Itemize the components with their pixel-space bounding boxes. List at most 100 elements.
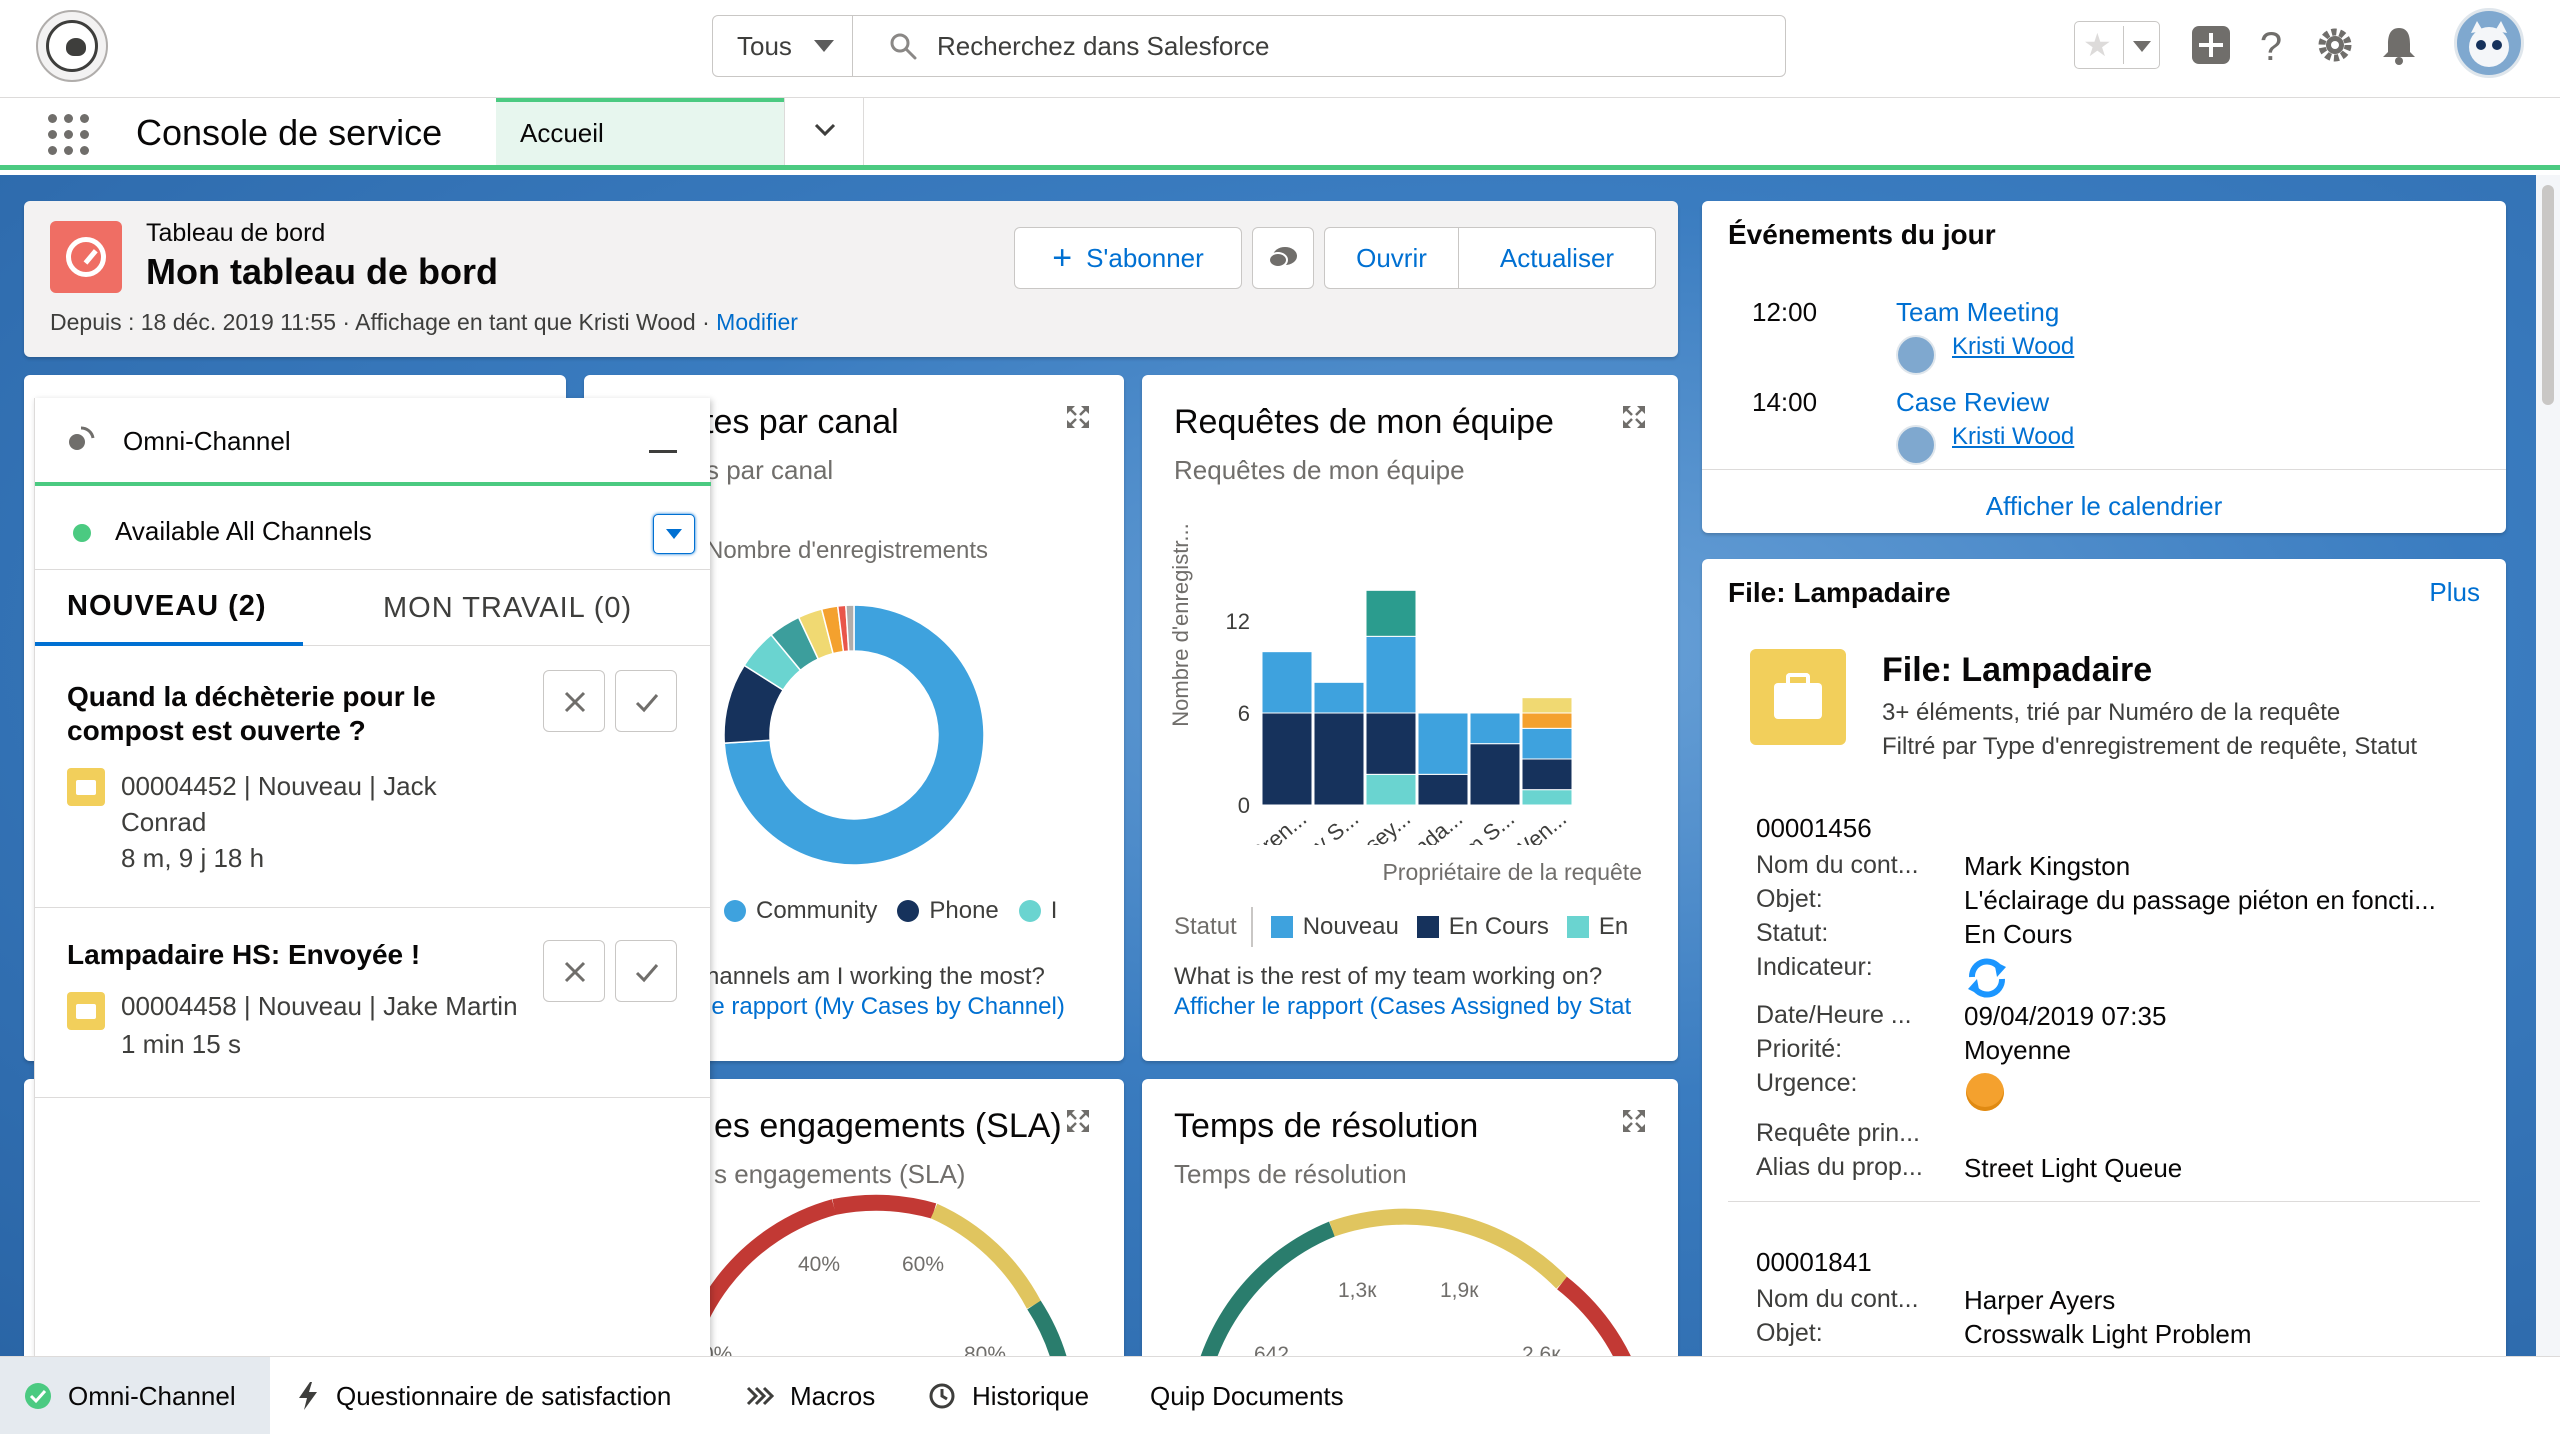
decline-button[interactable] <box>543 670 605 732</box>
event-owner-link[interactable]: Kristi Wood <box>1952 423 2075 450</box>
expand-icon[interactable] <box>1620 1107 1648 1135</box>
x-axis-label: Propriétaire de la requête <box>1382 859 1642 885</box>
expand-icon[interactable] <box>1620 403 1648 431</box>
widget-title: tes par canal <box>704 403 899 441</box>
widget-subtitle: Temps de résolution <box>1174 1159 1407 1189</box>
event-name-link[interactable]: Team Meeting <box>1896 297 2060 327</box>
record-field-label: Date/Heure ... <box>1756 1001 1912 1029</box>
page-scrollbar[interactable] <box>2536 175 2560 1356</box>
widget-title: Requêtes de mon équipe <box>1174 403 1554 441</box>
dashboard-title: Mon tableau de bord <box>146 251 499 292</box>
bar-segment[interactable] <box>1469 743 1521 806</box>
bar-segment[interactable] <box>1365 589 1417 637</box>
omni-channel-header: Omni-Channel <box>35 398 711 486</box>
tab-new[interactable]: NOUVEAU (2) <box>35 570 303 646</box>
record-number-link[interactable]: 00001841 <box>1756 1247 1872 1277</box>
work-item[interactable]: Quand la déchèterie pour le compost est … <box>35 646 711 908</box>
omni-channel-icon <box>69 426 95 450</box>
utility-label: Quip Documents <box>1150 1380 1344 1411</box>
record-field-label: Alias du prop... <box>1756 1153 1923 1181</box>
record-number-link[interactable]: 00001456 <box>1756 813 1872 843</box>
bar-segment[interactable] <box>1417 773 1469 806</box>
presence-status-label: Available All Channels <box>115 516 372 546</box>
utility-macros[interactable]: Macros <box>746 1357 875 1434</box>
event-name-link[interactable]: Case Review <box>1896 387 2050 417</box>
record-field-value: Moyenne <box>1964 1035 2071 1065</box>
utility-survey[interactable]: Questionnaire de satisfaction <box>296 1357 671 1434</box>
event-time: 14:00 <box>1752 387 1818 417</box>
add-icon[interactable] <box>2188 22 2234 68</box>
donut-slice[interactable] <box>845 604 855 652</box>
bar-segment[interactable] <box>1313 681 1365 714</box>
bell-icon[interactable] <box>2376 22 2422 68</box>
expand-icon[interactable] <box>1064 1107 1092 1135</box>
utility-history[interactable]: Historique <box>928 1357 1089 1434</box>
favorites-button[interactable]: ★ <box>2074 21 2160 69</box>
expand-icon[interactable] <box>1064 403 1092 431</box>
utility-omni-channel[interactable]: Omni-Channel <box>0 1357 270 1434</box>
legend-item: Community <box>756 897 878 924</box>
bar-segment[interactable] <box>1417 712 1469 775</box>
bolt-icon <box>299 1382 317 1410</box>
dashboard-meta-text: Depuis : 18 déc. 2019 11:55 · Affichage … <box>50 309 717 335</box>
search-input[interactable] <box>937 16 1757 76</box>
bar-segment[interactable] <box>1521 789 1573 806</box>
event-owner-link[interactable]: Kristi Wood <box>1952 333 2075 360</box>
bar-segment[interactable] <box>1365 773 1417 806</box>
widget-subtitle: Requêtes de mon équipe <box>1174 455 1465 485</box>
bar-segment[interactable] <box>1365 712 1417 775</box>
view-calendar-link[interactable]: Afficher le calendrier <box>1985 491 2223 521</box>
donut-chart[interactable] <box>704 585 1004 885</box>
decline-button[interactable] <box>543 940 605 1002</box>
bar-segment[interactable] <box>1469 712 1521 745</box>
bar-segment[interactable] <box>1521 727 1573 760</box>
record-field-label: Urgence: <box>1756 1069 1858 1097</box>
y-tick-label: 0 <box>1238 793 1250 818</box>
help-icon[interactable]: ? <box>2248 22 2294 68</box>
legend-item: I <box>1050 897 1058 924</box>
widget-title: es engagements (SLA) <box>714 1107 1062 1145</box>
report-link[interactable]: le rapport (My Cases by Channel) <box>706 993 1065 1020</box>
bar-segment[interactable] <box>1261 651 1313 714</box>
scrollbar-thumb[interactable] <box>2542 185 2554 405</box>
close-icon <box>564 691 586 713</box>
minimize-icon[interactable] <box>649 450 677 453</box>
tab-menu-button[interactable] <box>784 98 864 165</box>
bar-segment[interactable] <box>1521 712 1573 729</box>
accept-button[interactable] <box>615 940 677 1002</box>
resolution-gauge[interactable]: 1,3к 1,9к 642 2,6к <box>1142 1079 1678 1356</box>
tab-my-work[interactable]: MON TRAVAIL (0) <box>383 591 633 624</box>
report-link[interactable]: Afficher le rapport (Cases Assigned by S… <box>1174 993 1632 1020</box>
utility-quip[interactable]: Quip Documents <box>1150 1357 1344 1434</box>
chevron-down-icon <box>2133 41 2151 52</box>
more-link[interactable]: Plus <box>2429 577 2480 607</box>
modify-link[interactable]: Modifier <box>716 309 798 335</box>
presence-status-dropdown[interactable] <box>653 514 695 554</box>
chat-button[interactable] <box>1252 227 1314 289</box>
subscribe-button[interactable]: + S'abonner <box>1014 227 1242 289</box>
dashboard-header: Tableau de bord Mon tableau de bord Depu… <box>24 201 1678 357</box>
user-avatar[interactable] <box>2454 8 2524 78</box>
tab-accueil[interactable]: Accueil <box>496 98 784 165</box>
open-button[interactable]: Ouvrir <box>1325 228 1459 288</box>
bar-segment[interactable] <box>1365 635 1417 714</box>
gauge-tick-label: 1,9к <box>1440 1279 1479 1302</box>
donut-slice[interactable] <box>723 604 985 866</box>
close-icon <box>564 961 586 983</box>
accept-button[interactable] <box>615 670 677 732</box>
org-seal-icon[interactable] <box>36 10 108 82</box>
work-item[interactable]: Lampadaire HS: Envoyée ! 00004458 | Nouv… <box>35 908 711 1098</box>
bar-segment[interactable] <box>1521 697 1573 714</box>
refresh-button[interactable]: Actualiser <box>1499 242 1615 273</box>
app-launcher-icon[interactable] <box>48 114 90 156</box>
search-scope-select[interactable]: Tous <box>713 16 853 76</box>
bar-segment[interactable] <box>1313 712 1365 806</box>
bar-segment[interactable] <box>1261 712 1313 806</box>
gear-icon[interactable] <box>2312 22 2358 68</box>
queue-name[interactable]: File: Lampadaire <box>1882 651 2153 689</box>
dashboard-icon <box>50 221 122 293</box>
bar-segment[interactable] <box>1521 758 1573 791</box>
utility-bar: Omni-Channel Questionnaire de satisfacti… <box>0 1356 2560 1434</box>
sla-gauge[interactable]: 40% 60% 80% 0% <box>584 1079 1124 1356</box>
